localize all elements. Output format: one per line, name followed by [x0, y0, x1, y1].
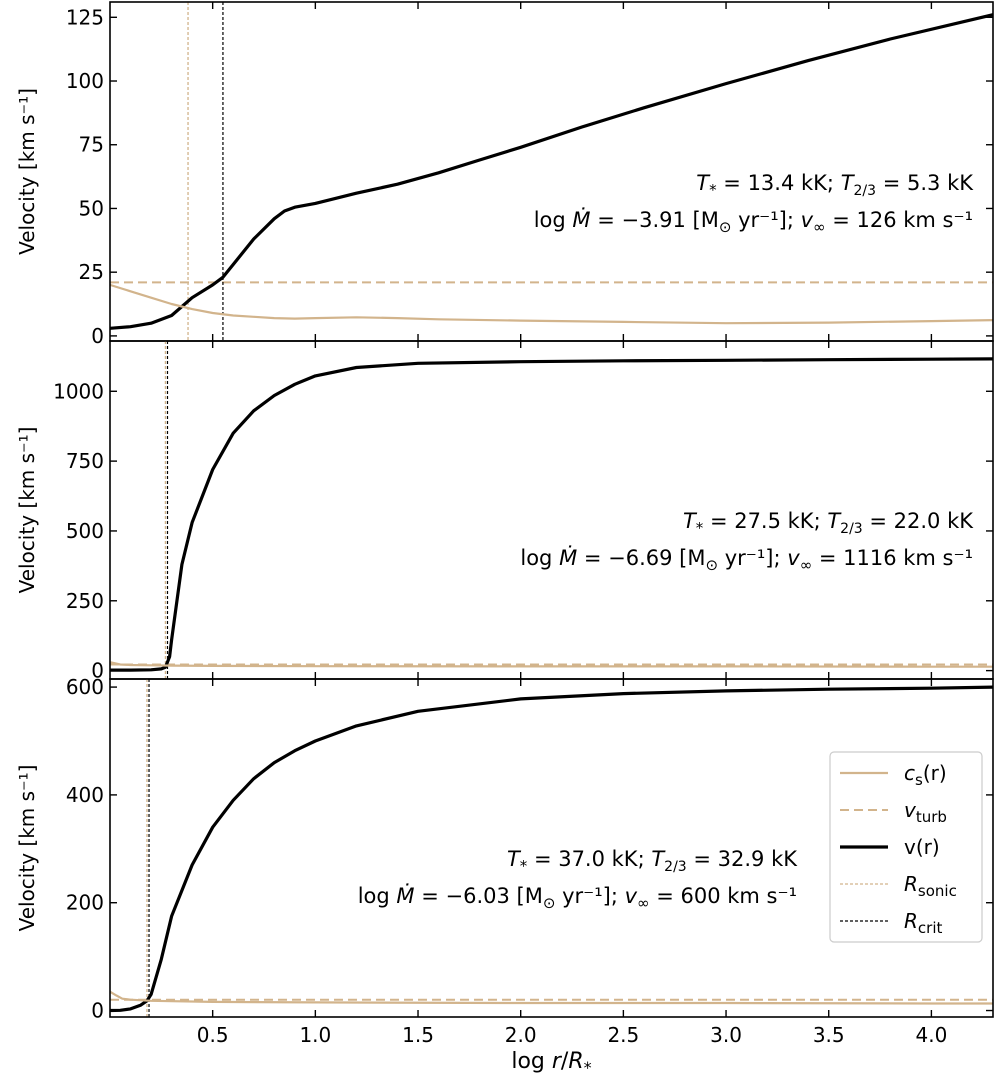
panel-frame-2 — [109, 340, 994, 680]
annotation-temps-3: T* = 37.0 kK; T2/3 = 32.9 kK — [507, 847, 798, 875]
annotation-temps-1: T* = 13.4 kK; T2/3 = 5.3 kK — [696, 171, 974, 199]
xlabel: log r/R* — [511, 1049, 591, 1077]
ytick-label-1: 0 — [91, 324, 104, 348]
ytick-label-1: 125 — [66, 5, 104, 29]
annotation-massloss-2: log Ṁ = −6.69 [M⊙ yr⁻¹]; v∞ = 1116 km s⁻… — [520, 545, 973, 574]
xtick-label: 1.0 — [299, 1023, 331, 1047]
xtick-label: 2.0 — [505, 1023, 537, 1047]
sound-speed-curve-2 — [110, 661, 993, 668]
ylabel-2: Velocity [km s⁻¹] — [15, 427, 39, 594]
ytick-label-1: 75 — [79, 133, 104, 157]
legend-label-cs: cs(r) — [904, 761, 947, 789]
ytick-label-2: 500 — [66, 519, 104, 543]
ytick-label-1: 50 — [79, 196, 104, 220]
panel-frame-3 — [109, 678, 994, 1018]
annotation-massloss-3: log Ṁ = −6.03 [M⊙ yr⁻¹]; v∞ = 600 km s⁻¹ — [358, 883, 797, 912]
ytick-label-2: 750 — [66, 449, 104, 473]
annotation-massloss-1: log Ṁ = −3.91 [M⊙ yr⁻¹]; v∞ = 126 km s⁻¹ — [534, 207, 973, 236]
ytick-label-2: 250 — [66, 589, 104, 613]
xtick-label: 3.0 — [710, 1023, 742, 1047]
ytick-label-2: 0 — [91, 659, 104, 683]
legend-box — [829, 751, 983, 943]
ylabel-3: Velocity [km s⁻¹] — [15, 765, 39, 932]
panel-3: 0 200 400 600 Velocity [km s⁻¹] T* = 37.0 kK;… — [15, 675, 994, 1023]
xtick-label: 2.5 — [607, 1023, 639, 1047]
panel-1: 0 25 50 75 100 125 Velocity [km s⁻¹] T* = 13.4 … — [15, 1, 994, 348]
velocity-curve-2 — [110, 357, 993, 672]
ytick-label-3: 200 — [66, 891, 104, 915]
panel-2: 0 250 500 750 1000 Velocity [km s⁻¹] T* = 27.5… — [15, 340, 994, 683]
ytick-label-3: 400 — [66, 783, 104, 807]
legend-label-v: v(r) — [904, 835, 940, 859]
ylabel-1: Velocity [km s⁻¹] — [15, 88, 39, 255]
xtick-label: 3.5 — [813, 1023, 845, 1047]
ytick-label-1: 25 — [79, 260, 104, 284]
xtick-label: 0.5 — [197, 1023, 229, 1047]
xtick-label: 4.0 — [915, 1023, 947, 1047]
panel-frame-1 — [109, 1, 994, 342]
sound-speed-curve-3 — [110, 990, 993, 1005]
xtick-label: 1.5 — [402, 1023, 434, 1047]
ytick-label-2: 1000 — [53, 379, 104, 403]
sound-speed-curve-1 — [110, 283, 993, 325]
ytick-label-3: 600 — [66, 675, 104, 699]
legend-label-vturb: vturb — [904, 798, 947, 826]
legend-label-rsonic: Rsonic — [904, 872, 957, 900]
annotation-temps-2: T* = 27.5 kK; T2/3 = 22.0 kK — [683, 509, 974, 537]
velocity-curve-3 — [110, 685, 993, 1013]
legend-label-rcrit: Rcrit — [904, 909, 942, 937]
velocity-curve-1 — [110, 13, 993, 330]
ytick-label-1: 100 — [66, 69, 104, 93]
ytick-label-3: 0 — [91, 999, 104, 1023]
